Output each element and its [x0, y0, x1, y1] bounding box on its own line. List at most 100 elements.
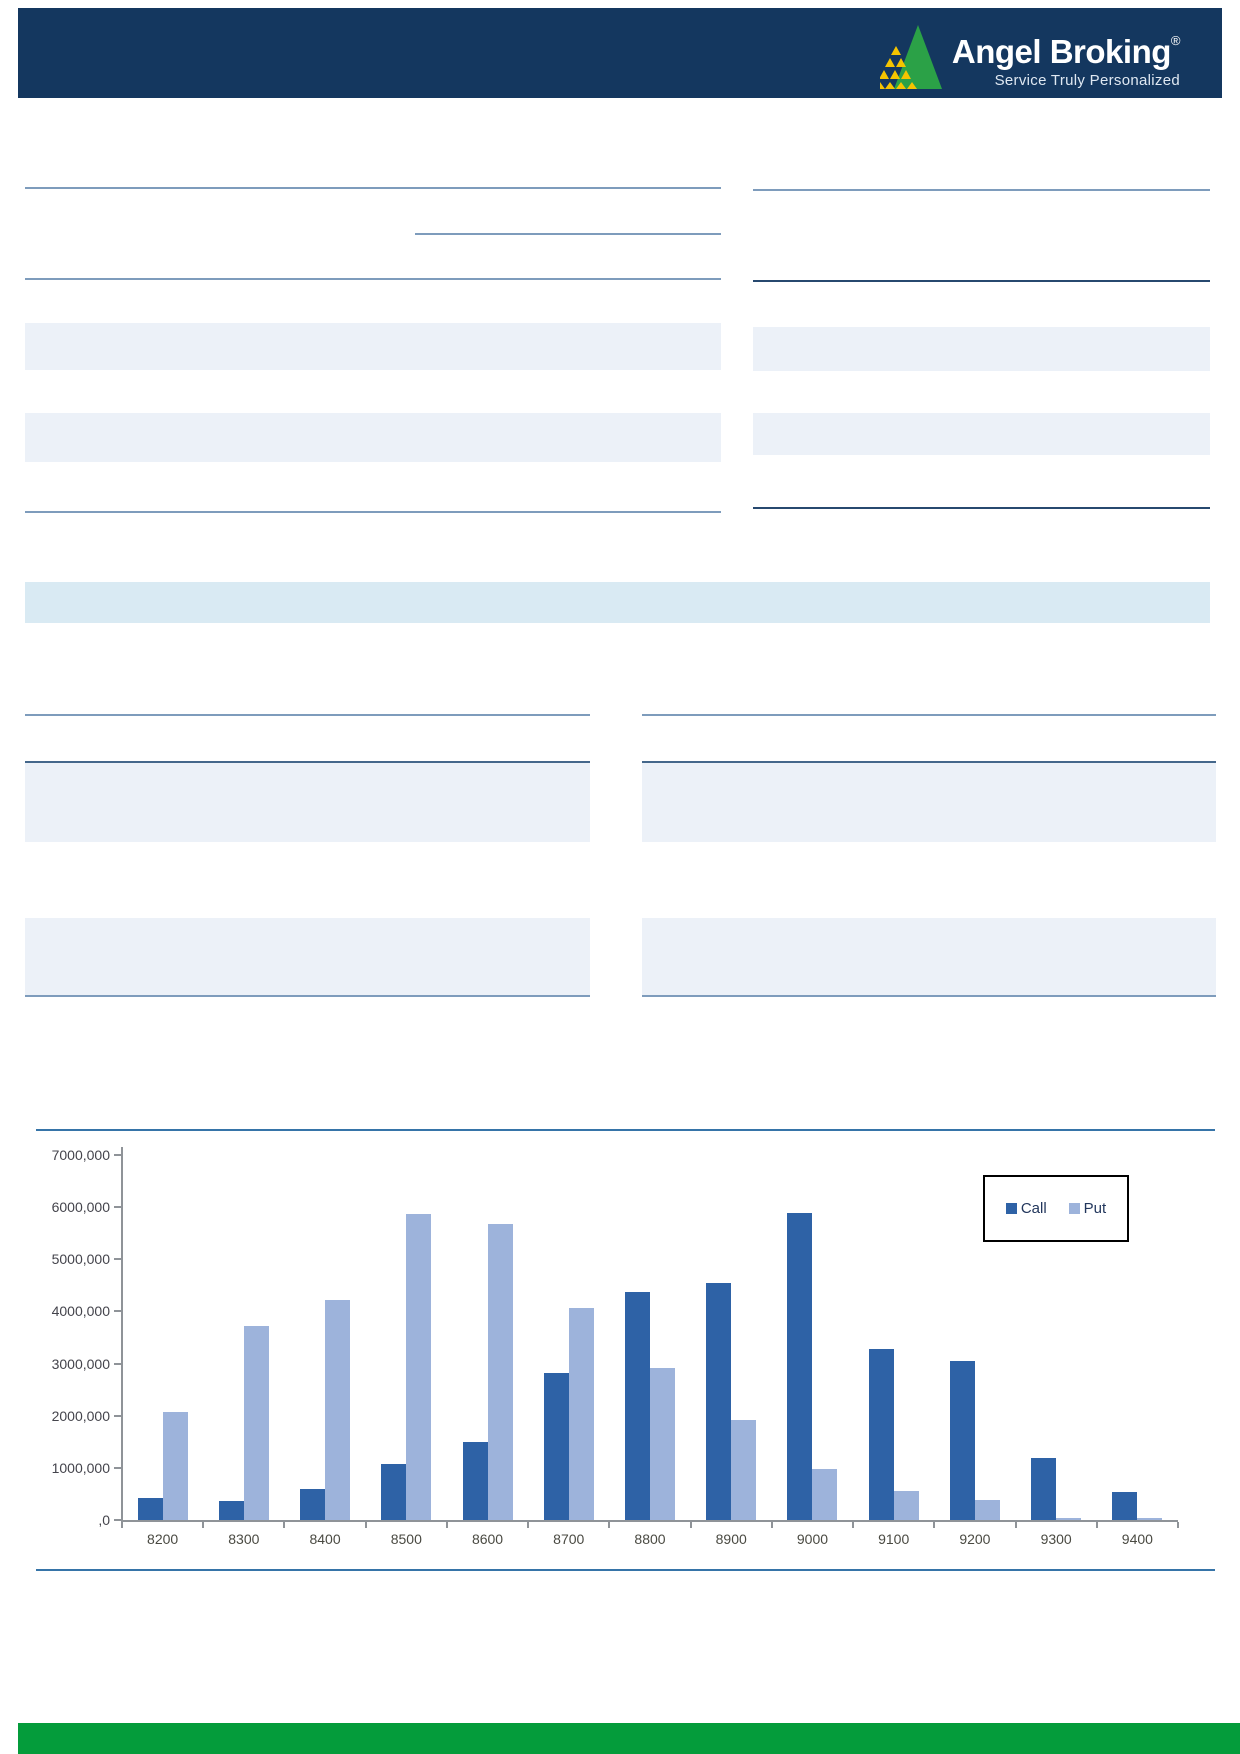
bar-put-9100 [893, 1491, 919, 1520]
x-axis-label: 8500 [390, 1531, 422, 1547]
bar-call-8300 [218, 1501, 244, 1520]
bar-put-8800 [649, 1368, 675, 1520]
bar-call-8200 [137, 1498, 163, 1520]
x-axis-tick-mark [202, 1522, 205, 1528]
y-axis-tick-label: 6000,000 [51, 1199, 110, 1216]
top-right-table-rule-1 [753, 189, 1210, 191]
x-axis-tick-mark [1176, 1522, 1179, 1528]
y-axis-tick-mark [114, 1206, 122, 1209]
top-right-table-bottom-rule [753, 507, 1210, 509]
y-axis-tick-mark [114, 1154, 122, 1156]
x-axis-tick-mark [933, 1522, 936, 1528]
y-axis-tick-mark [114, 1519, 122, 1521]
x-axis-tick-mark [283, 1522, 286, 1528]
footer-green-bar [18, 1723, 1240, 1754]
logo-text-block: Angel Broking® Service Truly Personalize… [951, 21, 1181, 89]
section-header-band [25, 582, 1210, 623]
top-left-table-rule-3 [25, 278, 721, 280]
bar-call-9400 [1112, 1492, 1138, 1520]
top-right-table-rule-2 [753, 280, 1210, 282]
y-axis-tick-label: 7000,000 [51, 1147, 110, 1163]
y-axis-tick-label: 3000,000 [51, 1355, 110, 1372]
angel-broking-logo: Angel Broking® Service Truly Personalize… [879, 21, 1181, 90]
legend-item-put: Put [1068, 1200, 1107, 1217]
bar-call-8700 [543, 1373, 569, 1520]
x-axis-tick-mark [527, 1522, 530, 1528]
mid-left-table-row-band-1 [25, 763, 590, 842]
bar-put-9200 [974, 1500, 1000, 1520]
bar-call-8500 [381, 1464, 407, 1520]
chart-legend: Call Put [983, 1175, 1129, 1242]
chart-section-top-rule [36, 1129, 1215, 1131]
bar-put-8600 [487, 1224, 513, 1520]
x-axis-tick-mark [689, 1522, 692, 1528]
x-axis-tick-mark [852, 1522, 855, 1528]
mid-left-table-row-band-2 [25, 918, 590, 996]
mid-right-table-row-band-2 [642, 918, 1216, 996]
x-axis-label: 8200 [147, 1531, 179, 1547]
x-axis-tick-mark [364, 1522, 367, 1528]
bar-call-9000 [787, 1213, 813, 1520]
x-axis-label: 8300 [228, 1531, 260, 1547]
top-right-table-row-band-1 [753, 327, 1210, 371]
y-axis-tick-mark [114, 1414, 122, 1417]
y-axis-tick-label: 2000,000 [51, 1407, 110, 1424]
y-axis-tick-label: 5000,000 [51, 1251, 110, 1268]
brand-header-bar: Angel Broking® Service Truly Personalize… [18, 8, 1222, 98]
x-axis-tick-mark [770, 1522, 773, 1528]
mid-right-table-header-rule [642, 761, 1216, 763]
x-axis-tick-mark [608, 1522, 611, 1528]
y-axis-tick-label: ,0 [98, 1512, 110, 1528]
x-axis-label: 9100 [878, 1531, 910, 1547]
x-axis-label: 8600 [471, 1531, 504, 1547]
mid-right-table-row-band-1 [642, 763, 1216, 842]
x-axis-label: 9000 [796, 1531, 829, 1547]
y-axis-tick-mark [114, 1258, 122, 1261]
bar-put-9400 [1137, 1518, 1163, 1520]
bar-call-8600 [462, 1442, 488, 1520]
mid-right-table-bottom-rule [642, 995, 1216, 997]
bar-call-8900 [706, 1283, 732, 1520]
x-axis-tick-mark [121, 1522, 123, 1528]
top-left-table-rule-2 [415, 233, 721, 235]
bar-call-9100 [868, 1349, 894, 1520]
brand-name-text: Angel Broking [951, 33, 1172, 70]
x-axis-tick-mark [445, 1522, 448, 1528]
top-left-table-row-band-2 [25, 413, 721, 462]
x-axis-label: 8800 [634, 1531, 666, 1547]
mid-left-table-bottom-rule [25, 995, 590, 997]
y-axis-tick-mark [114, 1362, 122, 1365]
bar-put-9300 [1056, 1518, 1082, 1520]
top-right-table-row-band-2 [753, 413, 1210, 455]
mid-left-table-top-rule [25, 714, 590, 716]
top-left-table-rule-1 [25, 187, 721, 189]
y-axis-line [121, 1147, 123, 1522]
brand-name: Angel Broking® [951, 21, 1181, 72]
x-axis-tick-mark [1014, 1522, 1017, 1528]
bar-put-9000 [812, 1469, 838, 1520]
mid-right-table-top-rule [642, 714, 1216, 716]
bar-call-8800 [624, 1292, 650, 1520]
y-axis-tick-mark [114, 1310, 122, 1313]
legend-label: Call [1020, 1200, 1047, 1217]
x-axis-label: 9300 [1040, 1531, 1072, 1547]
bar-put-8500 [406, 1214, 432, 1520]
logo-pyramid-icon [879, 25, 942, 89]
x-axis-label: 9200 [959, 1531, 991, 1547]
chart-section-bottom-rule [36, 1569, 1215, 1571]
registered-mark: ® [1170, 33, 1181, 48]
bar-put-8200 [162, 1412, 188, 1520]
brand-tagline: Service Truly Personalized [994, 72, 1180, 89]
bar-put-8400 [325, 1300, 351, 1520]
legend-label: Put [1083, 1200, 1107, 1217]
bar-call-9300 [1031, 1458, 1057, 1520]
top-left-table-row-band-1 [25, 323, 721, 370]
y-axis-tick-label: 1000,000 [51, 1459, 110, 1476]
x-axis-label: 9400 [1121, 1531, 1153, 1547]
bar-put-8900 [731, 1420, 757, 1520]
x-axis-label: 8400 [309, 1531, 341, 1547]
legend-item-call: Call [1005, 1200, 1047, 1217]
legend-marker-call [1005, 1203, 1017, 1214]
